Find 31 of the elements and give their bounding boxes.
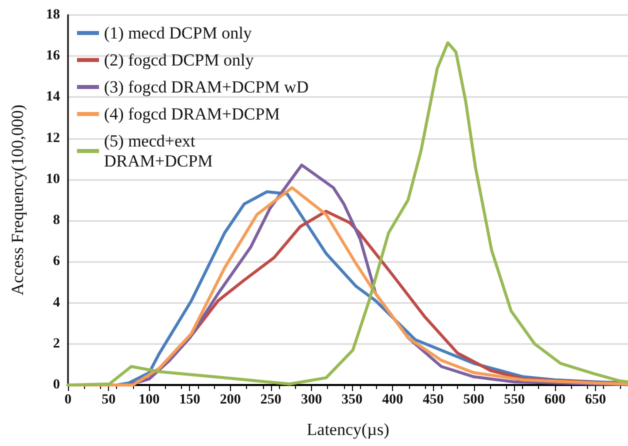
y-tick-label: 8 xyxy=(53,213,60,228)
x-tick-label: 300 xyxy=(300,392,322,408)
x-tick-label: 250 xyxy=(260,392,282,408)
y-tick-label: 6 xyxy=(53,254,60,270)
y-tick-label: 14 xyxy=(46,90,60,105)
y-tick-label: 18 xyxy=(46,8,60,22)
y-tick-label: 0 xyxy=(53,378,60,392)
x-tick-label: 550 xyxy=(504,392,525,408)
x-tick-label: 600 xyxy=(544,392,566,408)
y-axis-title: Access Frequency(100,000) xyxy=(8,104,27,296)
x-tick-label: 200 xyxy=(220,392,241,408)
x-tick-label: 500 xyxy=(463,392,484,408)
x-tick-label: 0 xyxy=(64,392,72,408)
x-tick-label: 350 xyxy=(342,392,363,408)
y-tick-label: 4 xyxy=(53,295,60,310)
y-tick-label: 10 xyxy=(46,172,60,187)
x-tick-label: 400 xyxy=(382,392,404,408)
legend-label: (3) fogcd DRAM+DCPM wD xyxy=(104,78,309,96)
y-tick-label: 12 xyxy=(46,130,60,146)
x-axis-title: Latency(µs) xyxy=(306,420,390,439)
x-tick-label: 150 xyxy=(179,392,200,408)
x-tick-label: 450 xyxy=(422,392,444,408)
x-tick-label: 650 xyxy=(585,392,606,408)
legend-label: (5) mecd+ext DRAM+DCPM xyxy=(104,132,213,170)
x-tick-label: 50 xyxy=(102,392,116,408)
y-tick-label: 2 xyxy=(53,336,60,352)
legend-label: (1) mecd DCPM only xyxy=(104,24,252,42)
legend-label: (2) fogcd DCPM only xyxy=(104,50,254,70)
x-tick-label: 100 xyxy=(138,392,160,408)
legend-label: (4) fogcd DRAM+DCPM xyxy=(104,104,280,124)
y-tick-label: 16 xyxy=(46,48,60,64)
